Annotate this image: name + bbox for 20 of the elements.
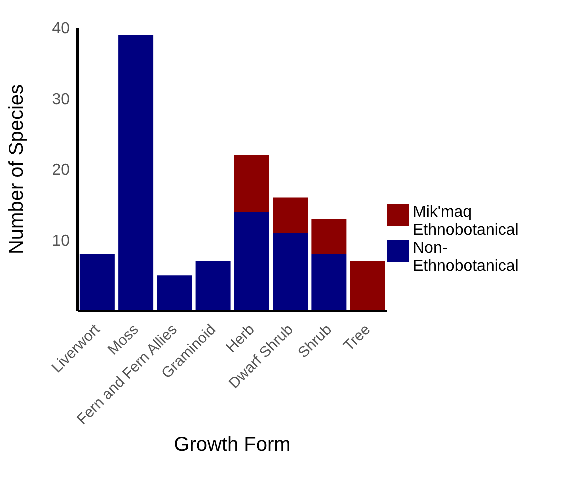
y-tick-label: 20: [52, 162, 70, 180]
y-axis-title: Number of Species: [6, 84, 28, 255]
x-axis-title: Growth Form: [174, 434, 291, 456]
y-tick-label: 10: [52, 232, 70, 250]
y-tick-label: 30: [52, 91, 70, 108]
bar: [234, 212, 270, 311]
bar: [118, 35, 154, 311]
y-tick-label: 40: [52, 20, 70, 38]
bar: [273, 198, 308, 234]
legend-label: Non-Ethnobotanical: [413, 240, 520, 276]
bar: [312, 219, 347, 254]
bar: [312, 254, 347, 311]
bar: [273, 233, 308, 311]
bar: [196, 261, 231, 311]
x-tick-label: Tree: [340, 321, 374, 355]
bar: [80, 254, 115, 311]
bar: [234, 155, 270, 212]
bar: [350, 261, 386, 311]
bar: [157, 276, 192, 311]
legend-label: Mik'maq Ethnobotanical: [413, 204, 520, 240]
